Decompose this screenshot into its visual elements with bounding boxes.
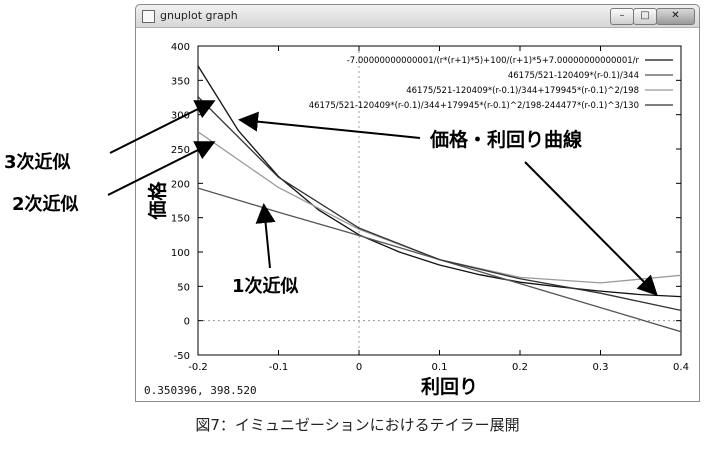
- y-tick-label: 350: [171, 76, 190, 87]
- x-tick-label: 0.3: [593, 362, 609, 373]
- y-axis-label: 価格: [146, 181, 169, 221]
- x-tick-label: -0.1: [269, 362, 289, 373]
- y-tick-label: 200: [171, 179, 190, 190]
- window-title: gnuplot graph: [160, 9, 238, 22]
- plot-area[interactable]: -50 0 50 100 150 200 250 300 350 400 -0.2 -0.1 0 0.1 0…: [136, 28, 699, 401]
- app-icon: [142, 10, 155, 23]
- window-titlebar[interactable]: gnuplot graph – □ ✕: [136, 5, 699, 28]
- figure-caption: 図7：イミュニゼーションにおけるテイラー展開: [195, 416, 520, 434]
- y-tick-label: 300: [171, 111, 190, 122]
- label-third-order: 3次近似: [4, 152, 71, 173]
- legend-label-first-order-line: 46175/521-120409*(r-0.1)/344: [508, 71, 639, 81]
- cursor-coordinates: 0.350396, 398.520: [144, 384, 257, 397]
- label-first-order: 1次近似: [232, 276, 299, 297]
- x-tick-label: 0.4: [673, 362, 689, 373]
- close-button[interactable]: ✕: [656, 8, 695, 25]
- label-price-yield-curve: 価格・利回り曲線: [430, 129, 583, 151]
- maximize-button[interactable]: □: [633, 8, 657, 25]
- y-tick-label: -50: [174, 351, 190, 362]
- legend-label-second-order-curve: 46175/521-120409*(r-0.1)/344+179945*(r-0…: [406, 86, 639, 96]
- chart-svg: -50 0 50 100 150 200 250 300 350 400 -0.2 -0.1 0 0.1 0…: [146, 42, 689, 398]
- legend-label-price-yield-curve: -7.00000000000001/(r*(r+1)*5)+100/(r+1)*…: [347, 56, 640, 66]
- y-tick-label: 50: [177, 282, 190, 293]
- minimize-button[interactable]: –: [610, 8, 634, 25]
- legend-label-third-order-curve: 46175/521-120409*(r-0.1)/344+179945*(r-0…: [309, 101, 639, 111]
- y-tick-label: 100: [171, 248, 190, 259]
- y-tick-label: 0: [184, 317, 190, 328]
- y-tick-label: 400: [171, 42, 190, 53]
- x-tick-label: 0.1: [432, 362, 448, 373]
- x-tick-label: -0.2: [188, 362, 208, 373]
- y-tick-label: 150: [171, 214, 190, 225]
- x-axis-label: 利回り: [421, 376, 478, 398]
- x-tick-label: 0.2: [512, 362, 528, 373]
- gnuplot-window: gnuplot graph – □ ✕ -50 0 50 100 150 200 250 30…: [135, 4, 700, 402]
- y-tick-label: 250: [171, 145, 190, 156]
- label-second-order: 2次近似: [12, 194, 79, 215]
- x-tick-label: 0: [356, 362, 362, 373]
